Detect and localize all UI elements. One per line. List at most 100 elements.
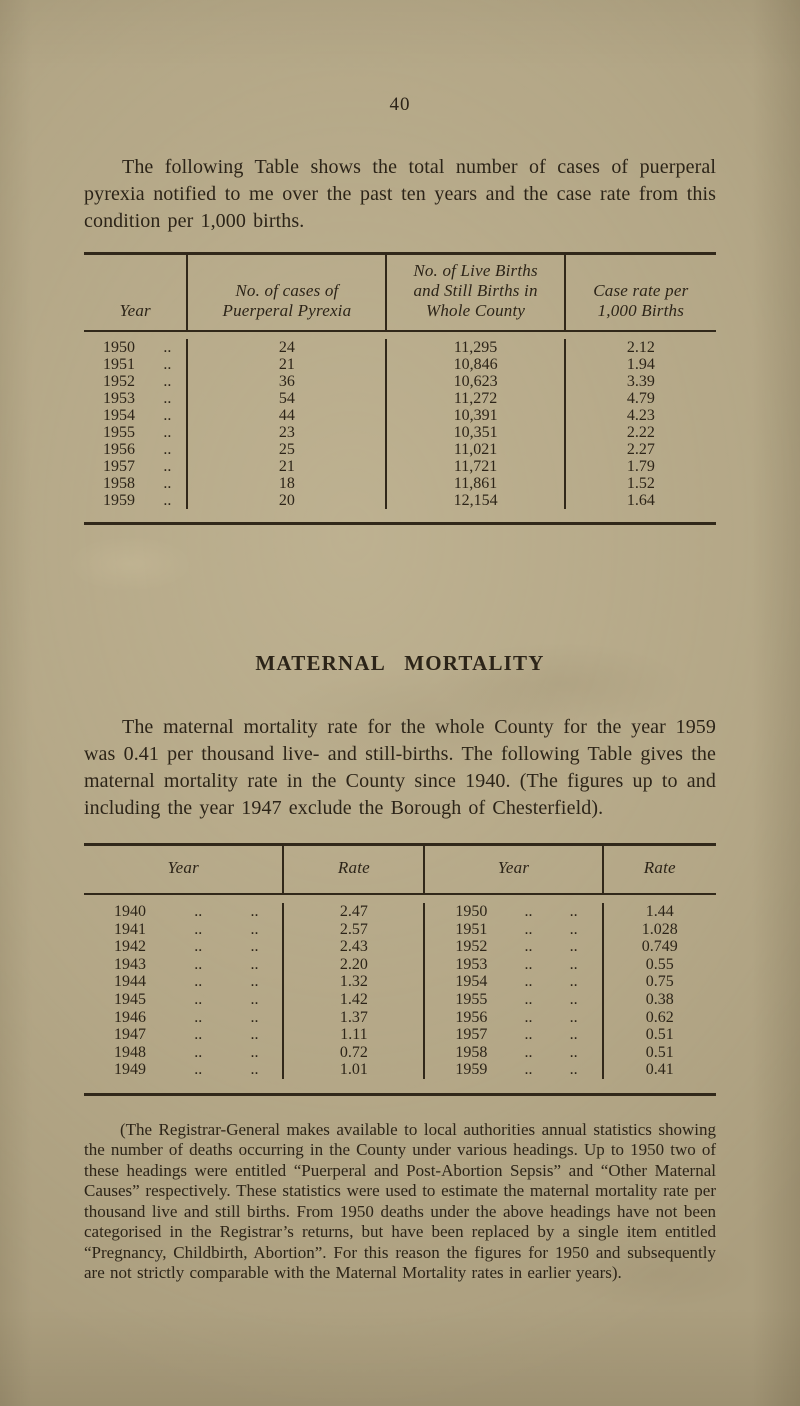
rate-cell-left: 2.57 [282,920,423,939]
dot-leader: .. [250,1043,259,1061]
section-heading-maternal-mortality: MATERNAL MORTALITY [255,651,545,675]
column-header-year-right: Year [423,846,601,893]
year-cell: 1954.. [103,407,172,424]
births-cell: 11,295 [385,339,563,356]
column-header-rate-left: Rate [282,846,423,893]
year-cell-left: 1944.... [114,973,259,991]
rate-cell-left: 1.32 [282,973,423,991]
dot-leader: .. [569,903,578,920]
year-cell-right: 1957.... [423,1026,601,1044]
rate-cell-left: 2.20 [282,955,423,974]
dot-leader: .. [163,373,172,390]
year-cell-right: 1955.... [423,990,601,1009]
dot-leader: .. [524,1026,533,1044]
table-row: 1943.... 2.20 1953.... 0.55 [84,955,716,974]
rate-cell-right: 0.38 [601,990,716,1009]
dot-leader: .. [250,920,259,938]
table-row: 1959.. 20 12,154 1.64 [84,492,716,509]
year-cell-right: 1953.... [423,955,601,974]
rate-cell: 1.64 [563,492,716,509]
maternal-mortality-paragraph: The maternal mortality rate for the whol… [84,716,716,819]
year-cell-left: 1943.... [114,955,259,973]
dot-leader: .. [569,920,578,938]
cases-cell: 36 [186,373,385,390]
rate-cell: 2.12 [563,339,716,356]
dot-leader: .. [524,1043,533,1061]
puerperal-pyrexia-table-header: Year No. of cases of Puerperal Pyrexia N… [84,255,716,332]
table-row: 1946.... 1.37 1956.... 0.62 [84,1008,716,1027]
births-cell: 10,391 [385,407,563,424]
year-cell-right: 1954.... [423,973,601,991]
registrar-general-footnote: (The Registrar-General makes available t… [84,1119,716,1283]
dot-leader: .. [569,1008,578,1026]
rate-cell-left: 2.47 [282,903,423,921]
year-cell: 1957.. [103,458,172,475]
births-cell: 11,861 [385,475,563,492]
table-row: 1945.... 1.42 1955.... 0.38 [84,990,716,1009]
year-cell: 1953.. [103,390,172,407]
table-row: 1953.. 54 11,272 4.79 [84,390,716,407]
dot-leader: .. [163,458,172,475]
table-row: 1956.. 25 11,021 2.27 [84,441,716,458]
dot-leader: .. [250,973,259,991]
year-cell: 1958.. [103,475,172,492]
cases-cell: 18 [186,475,385,492]
rate-cell: 2.22 [563,424,716,441]
cases-cell: 44 [186,407,385,424]
rate-cell-left: 1.01 [282,1061,423,1079]
year-cell-left: 1946.... [114,1008,259,1026]
dot-leader: .. [524,938,533,956]
dot-leader: .. [194,903,203,920]
dot-leader: .. [194,1061,203,1079]
year-cell-right: 1958.... [423,1043,601,1062]
births-cell: 11,721 [385,458,563,475]
dot-leader: .. [163,475,172,492]
year-cell-left: 1942.... [114,938,259,956]
table-row: 1947.... 1.11 1957.... 0.51 [84,1026,716,1044]
table-row: 1954.. 44 10,391 4.23 [84,407,716,424]
dot-leader: .. [569,1026,578,1044]
births-cell: 10,846 [385,356,563,373]
cases-cell: 54 [186,390,385,407]
dot-leader: .. [163,339,172,356]
rate-cell-left: 1.11 [282,1026,423,1044]
cases-cell: 20 [186,492,385,509]
dot-leader: .. [524,1061,533,1079]
rate-cell: 3.39 [563,373,716,390]
dot-leader: .. [524,903,533,920]
table-row: 1957.. 21 11,721 1.79 [84,458,716,475]
year-cell-right: 1956.... [423,1008,601,1027]
table-row: 1955.. 23 10,351 2.22 [84,424,716,441]
year-cell: 1950.. [103,339,172,356]
year-cell: 1959.. [103,492,172,509]
maternal-mortality-table-header: Year Rate Year Rate [84,846,716,895]
year-cell: 1952.. [103,373,172,390]
rate-cell-right: 0.749 [601,938,716,956]
dot-leader: .. [163,424,172,441]
page-content: 40 The following Table shows the total n… [84,94,716,1284]
dot-leader: .. [524,920,533,938]
dot-leader: .. [250,1061,259,1079]
table-row: 1949.... 1.01 1959.... 0.41 [84,1061,716,1079]
year-cell: 1956.. [103,441,172,458]
rate-cell: 4.23 [563,407,716,424]
dot-leader: .. [194,973,203,991]
column-header-year: Year [119,301,151,320]
rate-cell-left: 0.72 [282,1043,423,1062]
rate-cell-right: 0.41 [601,1061,716,1079]
rate-cell: 1.94 [563,356,716,373]
dot-leader: .. [250,1008,259,1026]
table-row: 1950.. 24 11,295 2.12 [84,339,716,356]
births-cell: 11,272 [385,390,563,407]
table-row: 1951.. 21 10,846 1.94 [84,356,716,373]
births-cell: 12,154 [385,492,563,509]
puerperal-pyrexia-table-body: 1950.. 24 11,295 2.12 1951.. 21 10,846 1… [84,332,716,522]
dot-leader: .. [524,955,533,973]
year-cell-right: 1952.... [423,938,601,956]
cases-cell: 21 [186,356,385,373]
dot-leader: .. [194,938,203,956]
rate-cell-right: 0.51 [601,1043,716,1062]
dot-leader: .. [250,938,259,956]
dot-leader: .. [194,990,203,1008]
dot-leader: .. [524,1008,533,1026]
